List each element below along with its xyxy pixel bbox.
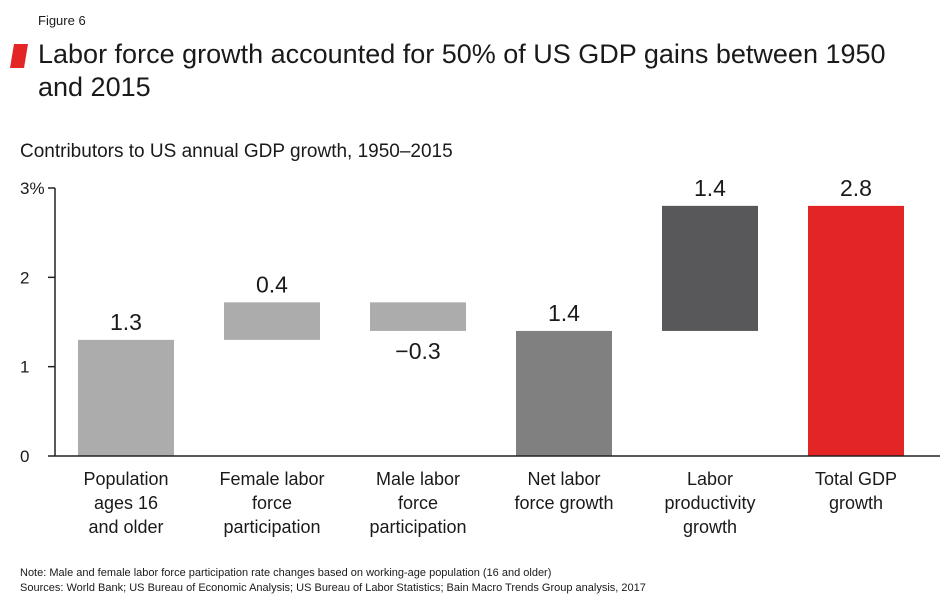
- sources-text: Sources: World Bank; US Bureau of Econom…: [20, 582, 646, 594]
- data-label: −0.3: [395, 338, 440, 364]
- bar: [78, 339, 174, 456]
- bar: [516, 330, 612, 456]
- title-accent-mark: [10, 44, 28, 68]
- category-label: productivity: [664, 493, 755, 513]
- data-label: 2.8: [840, 175, 872, 201]
- category-label: Female labor: [219, 469, 324, 489]
- data-label: 1.4: [694, 175, 726, 201]
- category-label: participation: [223, 517, 320, 537]
- category-label: force: [398, 493, 438, 513]
- category-label: growth: [829, 493, 883, 513]
- chart-subtitle: Contributors to US annual GDP growth, 19…: [20, 141, 453, 162]
- y-tick-label: 0: [20, 447, 29, 466]
- bar: [662, 205, 758, 331]
- bar: [808, 205, 904, 456]
- category-label: force growth: [514, 493, 613, 513]
- data-label: 1.4: [548, 300, 580, 326]
- data-label: 0.4: [256, 271, 288, 297]
- bar: [224, 302, 320, 340]
- bar: [370, 302, 466, 331]
- category-label: participation: [369, 517, 466, 537]
- category-label: ages 16: [94, 493, 158, 513]
- waterfall-chart: 0 1 2 3% 1.3 Population ages 16 and older 0.4 Fem…: [20, 175, 940, 537]
- category-label: Total GDP: [815, 469, 897, 489]
- data-label: 1.3: [110, 309, 142, 335]
- note-text: Note: Male and female labor force partic…: [20, 567, 552, 579]
- y-tick-label: 1: [20, 358, 29, 377]
- category-label: Labor: [687, 469, 733, 489]
- category-label: and older: [88, 517, 163, 537]
- figure-label: Figure 6: [38, 13, 86, 28]
- y-tick-label: 2: [20, 268, 29, 287]
- category-label: growth: [683, 517, 737, 537]
- category-label: Population: [83, 469, 168, 489]
- category-label: force: [252, 493, 292, 513]
- footnotes: Note: Male and female labor force partic…: [20, 566, 646, 596]
- category-label: Male labor: [376, 469, 460, 489]
- y-tick-label: 3%: [20, 179, 45, 198]
- chart-title: Labor force growth accounted for 50% of …: [38, 39, 886, 102]
- title-accent-shape: [10, 44, 28, 68]
- category-label: Net labor: [527, 469, 600, 489]
